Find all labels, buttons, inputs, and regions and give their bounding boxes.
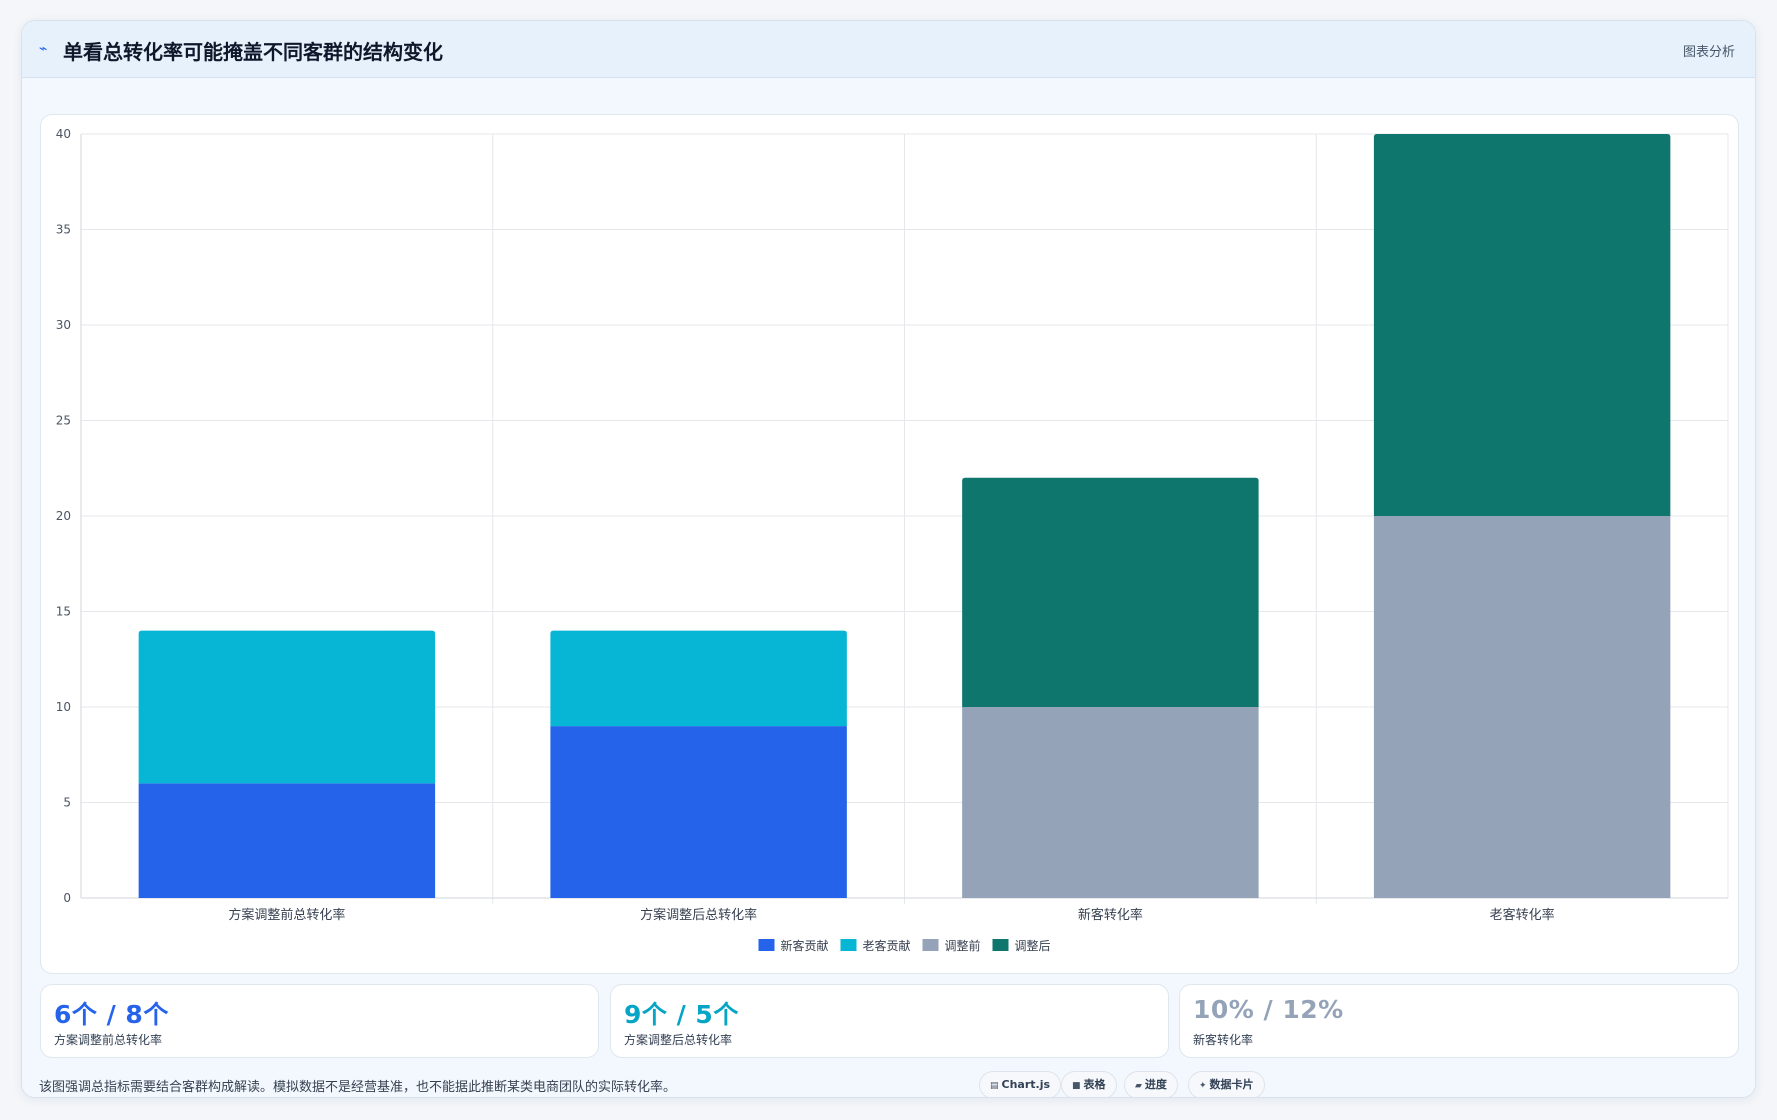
bar-segment xyxy=(962,477,1259,707)
stacked-bar-chart: 0510152025303540方案调整前总转化率 方案调整后总转化率 新客转化率老… xyxy=(56,127,1729,953)
tag-label: 表格 xyxy=(1083,1078,1106,1091)
stat-card-new-customer: 10% / 12% 新客转化率 xyxy=(1179,984,1739,1058)
bar-segment xyxy=(550,630,847,727)
x-tick-label: 新客转化率 xyxy=(1078,907,1143,923)
y-tick-label: 40 xyxy=(56,127,71,141)
stat-label: 方案调整后总转化率 xyxy=(624,1033,733,1047)
legend-swatch xyxy=(922,939,939,951)
stat-value: 6个 / 8个 xyxy=(54,1000,169,1029)
y-tick-label: 15 xyxy=(56,605,71,619)
legend-swatch xyxy=(758,939,775,951)
tag-label: 数据卡片 xyxy=(1209,1078,1254,1091)
progress-icon: ▰ xyxy=(1135,1081,1142,1091)
stat-label: 方案调整前总转化率 xyxy=(54,1033,163,1047)
legend-swatch xyxy=(992,939,1009,951)
footnote: 该图强调总指标需要结合客群构成解读。模拟数据不是经营基准，也不能据此推断某类电商… xyxy=(39,1080,677,1095)
x-tick-label: 方案调整前总转化率 xyxy=(228,907,345,923)
tag-progress[interactable]: ▰ 进度 xyxy=(1124,1071,1178,1097)
y-tick-label: 20 xyxy=(56,509,71,523)
bar-segment xyxy=(138,630,436,784)
x-tick-label: 老客转化率 xyxy=(1490,907,1555,923)
y-tick-label: 35 xyxy=(56,223,71,237)
table-icon: ■ xyxy=(1072,1081,1081,1091)
x-tick-label: 方案调整后总转化率 xyxy=(640,907,757,923)
stat-card-after: 9个 / 5个 方案调整后总转化率 xyxy=(610,984,1169,1058)
tag-label: Chart.js xyxy=(1001,1078,1051,1091)
stat-value: 9个 / 5个 xyxy=(624,1000,739,1029)
bar-segment xyxy=(138,783,436,898)
legend-label: 调整前 xyxy=(945,938,981,953)
tag-label: 进度 xyxy=(1144,1078,1167,1091)
chart-icon: ▤ xyxy=(990,1081,999,1091)
tag-table[interactable]: ■ 表格 xyxy=(1061,1071,1117,1097)
chart-panel: ⌁ 单看总转化率可能掩盖不同客群的结构变化 图表分析 0 5 10 15 20 25 30 3… xyxy=(21,20,1756,1098)
stat-label: 新客转化率 xyxy=(1193,1033,1254,1047)
stat-card-before: 6个 / 8个 方案调整前总转化率 xyxy=(40,984,599,1058)
panel-title: 单看总转化率可能掩盖不同客群的结构变化 xyxy=(63,40,443,64)
y-tick-label: 30 xyxy=(56,318,71,332)
legend-label: 新客贡献 xyxy=(781,938,829,953)
chart-card: 0 5 10 15 20 25 30 35 40 方案调整前总转化率 方案调整后总转化率 新客转化率老… xyxy=(40,114,1739,974)
bar-segment xyxy=(1373,516,1671,898)
sparkle-icon: ✦ xyxy=(1199,1081,1207,1091)
tag-data-card[interactable]: ✦ 数据卡片 xyxy=(1188,1071,1265,1097)
stat-value: 10% / 12% xyxy=(1193,995,1344,1024)
y-tick-label: 5 xyxy=(63,796,71,810)
panel-header: ⌁ 单看总转化率可能掩盖不同客群的结构变化 图表分析 xyxy=(22,21,1755,78)
y-tick-label: 25 xyxy=(56,414,71,428)
bar-segment xyxy=(550,726,847,898)
legend-label: 老客贡献 xyxy=(863,938,911,953)
y-tick-label: 10 xyxy=(56,700,71,714)
panel-body: 0 5 10 15 20 25 30 35 40 方案调整前总转化率 方案调整后总转化率 新客转化率老… xyxy=(22,78,1755,1097)
bar-segment xyxy=(1373,134,1671,516)
tag-chartjs[interactable]: ▤ Chart.js xyxy=(979,1071,1062,1097)
y-tick-label: 0 xyxy=(63,891,71,905)
legend-label: 调整后 xyxy=(1015,938,1051,953)
trend-icon: ⌁ xyxy=(39,41,48,57)
legend-swatch xyxy=(840,939,857,951)
chart-analysis-link[interactable]: 图表分析 xyxy=(1682,45,1735,60)
bar-segment xyxy=(962,707,1259,898)
